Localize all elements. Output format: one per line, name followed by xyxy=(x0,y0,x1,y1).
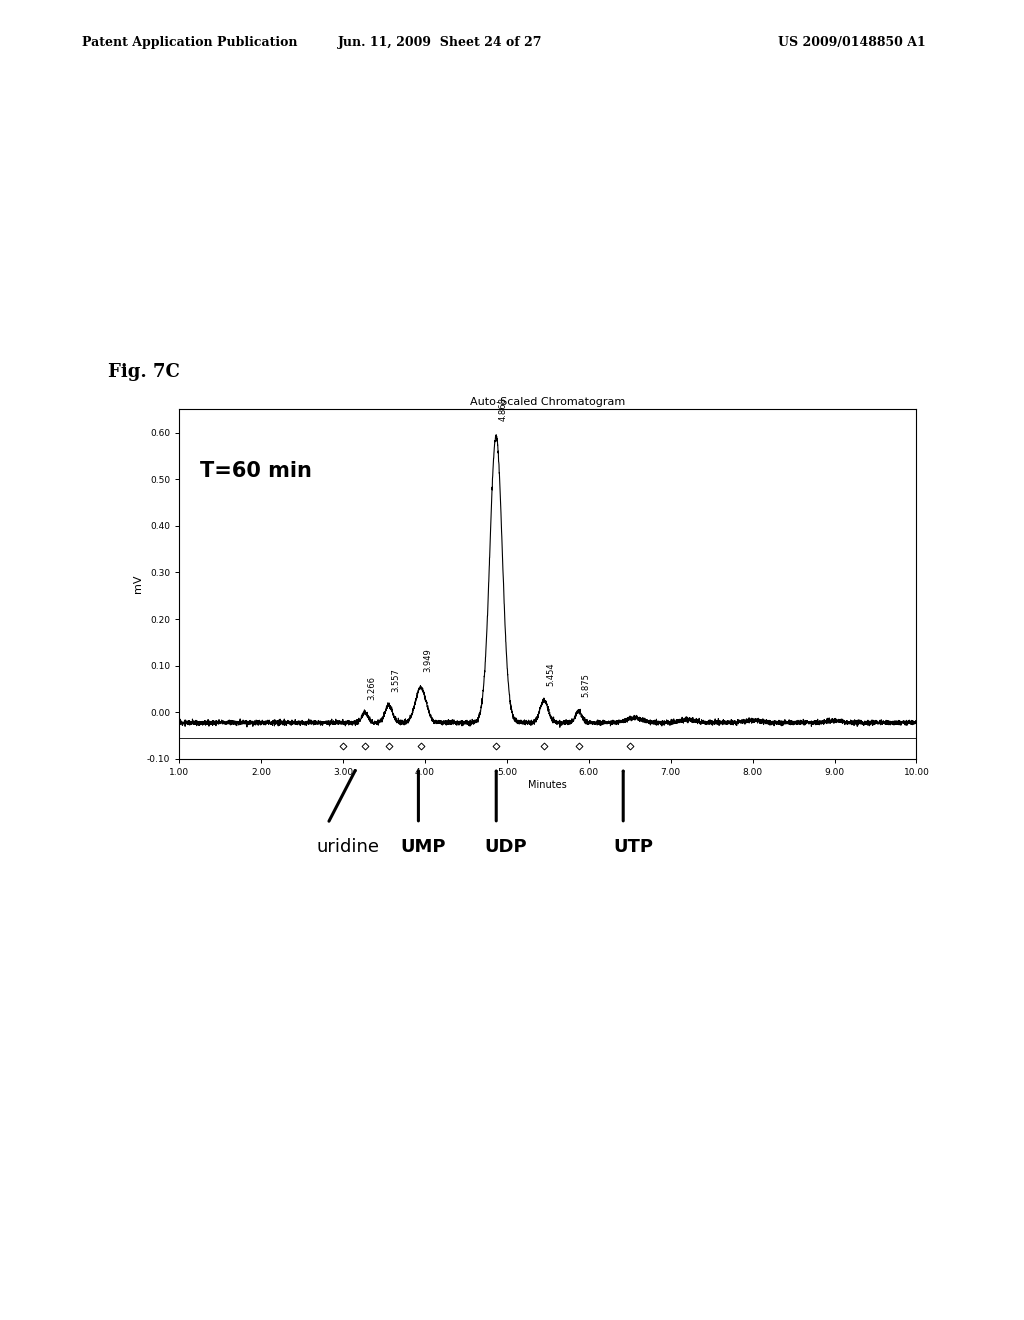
Text: 5.875: 5.875 xyxy=(581,673,590,697)
Text: 3.949: 3.949 xyxy=(423,648,432,672)
Text: uridine: uridine xyxy=(316,838,379,857)
Text: 5.454: 5.454 xyxy=(547,663,556,686)
Text: 4.868: 4.868 xyxy=(499,397,508,421)
Title: Auto-Scaled Chromatogram: Auto-Scaled Chromatogram xyxy=(470,397,626,407)
Text: T=60 min: T=60 min xyxy=(200,461,311,480)
X-axis label: Minutes: Minutes xyxy=(528,780,567,789)
Y-axis label: mV: mV xyxy=(133,574,142,594)
Text: Patent Application Publication: Patent Application Publication xyxy=(82,36,297,49)
Text: UMP: UMP xyxy=(400,838,445,857)
Text: UDP: UDP xyxy=(484,838,526,857)
Text: 3.266: 3.266 xyxy=(368,676,376,700)
Text: UTP: UTP xyxy=(613,838,653,857)
Text: Fig. 7C: Fig. 7C xyxy=(108,363,179,381)
Text: US 2009/0148850 A1: US 2009/0148850 A1 xyxy=(778,36,926,49)
Text: 3.557: 3.557 xyxy=(391,668,400,692)
Text: Jun. 11, 2009  Sheet 24 of 27: Jun. 11, 2009 Sheet 24 of 27 xyxy=(338,36,543,49)
